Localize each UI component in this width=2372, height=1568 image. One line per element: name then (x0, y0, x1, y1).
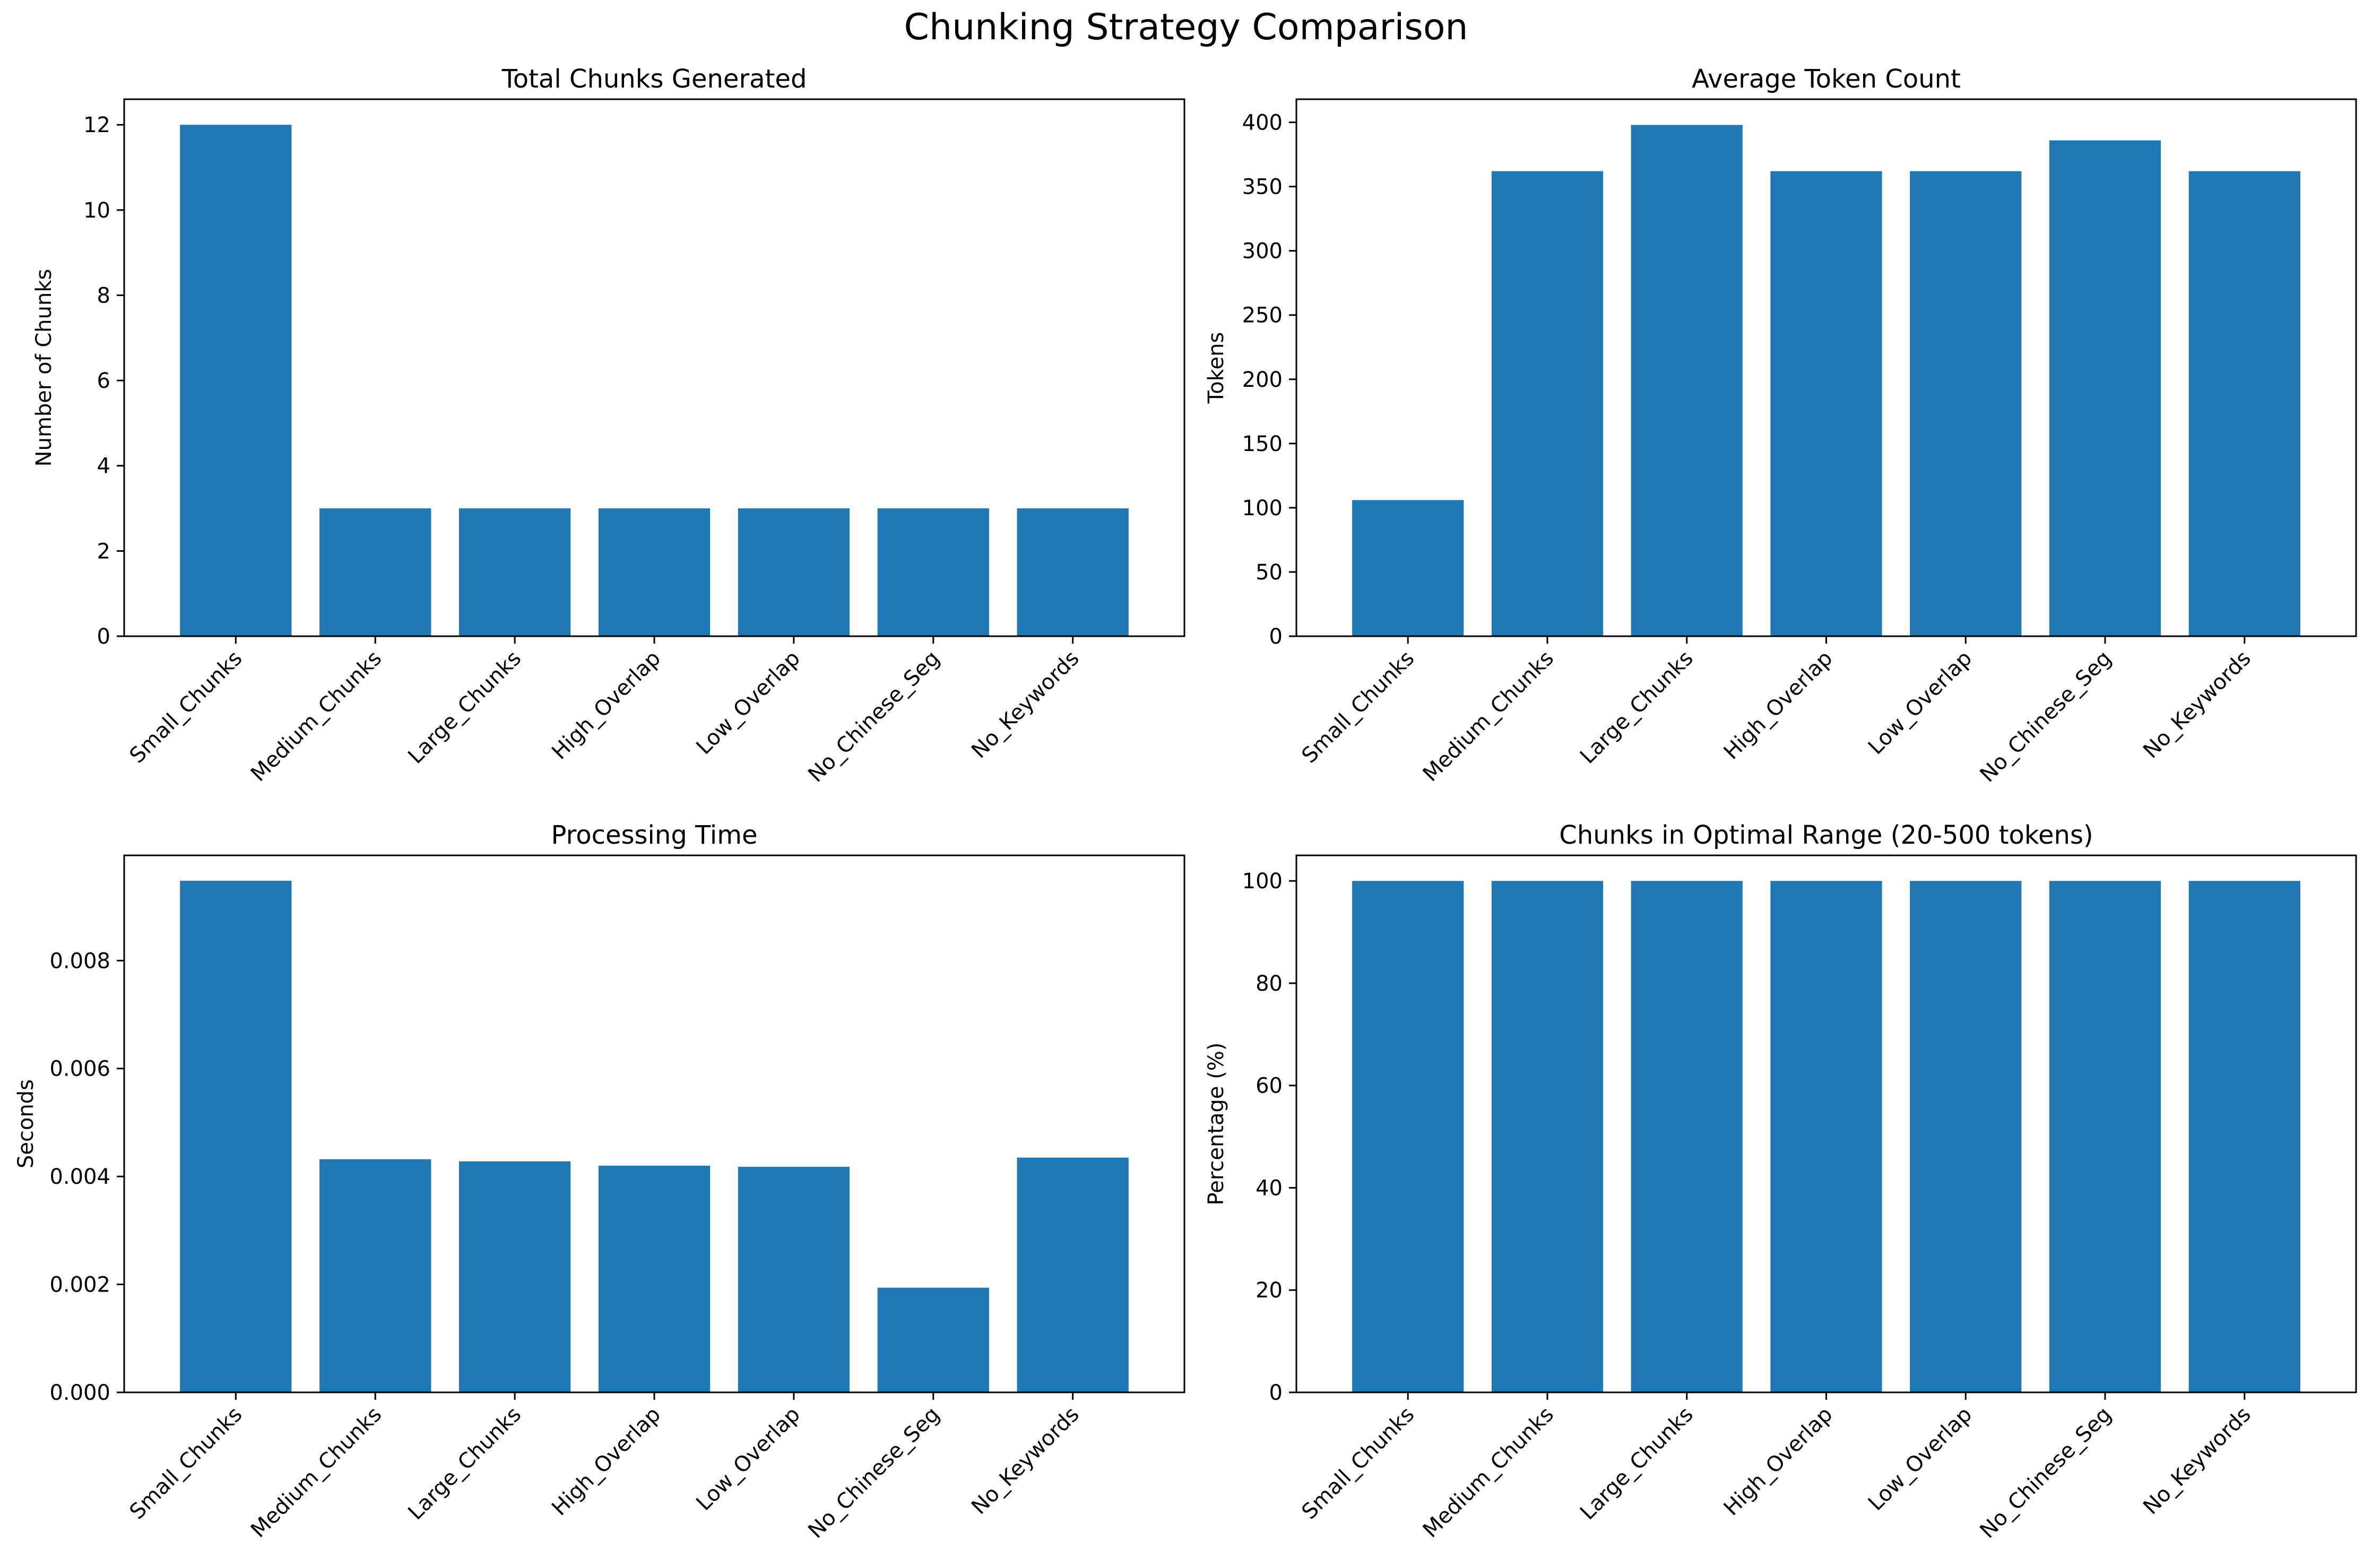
bar-no-keywords (1017, 508, 1129, 636)
y-tick-label: 40 (1256, 1176, 1283, 1200)
y-tick-label: 0.008 (49, 949, 110, 973)
x-tick-label: Large_Chunks (403, 1402, 526, 1525)
x-tick-label: Large_Chunks (403, 646, 526, 769)
bar-large-chunks (1631, 881, 1743, 1392)
bar-low-overlap (738, 1166, 850, 1392)
x-tick-label: Low_Overlap (1864, 1402, 1977, 1516)
bar-large-chunks (1631, 125, 1743, 637)
y-tick-label: 400 (1242, 111, 1283, 135)
y-tick-label: 8 (97, 283, 110, 308)
x-tick-label: Large_Chunks (1575, 1402, 1698, 1525)
x-tick-label: High_Overlap (547, 646, 665, 765)
bar-medium-chunks (319, 1159, 431, 1392)
bar-high-overlap (1770, 171, 1882, 636)
bar-low-overlap (738, 508, 850, 636)
bar-high-overlap (598, 508, 711, 636)
y-tick-label: 2 (97, 539, 110, 564)
bar-no-chinese-seg (877, 508, 989, 636)
x-tick-label: No_Keywords (967, 646, 1084, 764)
x-tick-label: Low_Overlap (691, 1402, 805, 1516)
x-tick-label: No_Chinese_Seg (803, 1402, 945, 1544)
x-tick-label: Low_Overlap (691, 646, 805, 760)
y-tick-label: 200 (1242, 368, 1283, 392)
y-axis-label: Tokens (1204, 332, 1228, 404)
y-tick-label: 100 (1242, 496, 1283, 521)
bar-medium-chunks (1491, 171, 1604, 636)
chart-panel-1: Total Chunks Generated 0 2 4 6 8 10 12 Small_Chu… (32, 64, 1185, 787)
bar-no-chinese-seg (877, 1287, 989, 1392)
x-tick-label: No_Chinese_Seg (1976, 1402, 2117, 1544)
x-tick-label: High_Overlap (1719, 1402, 1838, 1521)
bar-small-chunks (180, 125, 292, 636)
chart-panel-2: Average Token Count 0 50 100 150 200 250 300 350… (1204, 64, 2357, 787)
y-tick-label: 80 (1256, 972, 1283, 996)
bar-high-overlap (1770, 881, 1882, 1392)
x-tick-label: High_Overlap (1719, 646, 1838, 765)
y-axis-label: Percentage (%) (1204, 1043, 1228, 1206)
y-tick-label: 10 (83, 198, 110, 223)
bar-small-chunks (1352, 500, 1464, 636)
bar-low-overlap (1910, 881, 2022, 1392)
y-tick-label: 12 (83, 113, 110, 137)
x-tick-label: Low_Overlap (1864, 646, 1977, 760)
x-tick-label: Small_Chunks (1297, 1402, 1419, 1524)
bar-no-keywords (1017, 1157, 1129, 1392)
bar-no-chinese-seg (2049, 881, 2161, 1392)
chart-panel-3: Processing Time 0.000 0.002 0.004 0.006 0.008… (14, 820, 1185, 1544)
y-tick-label: 20 (1256, 1278, 1283, 1303)
y-tick-label: 0.006 (49, 1057, 110, 1081)
bar-large-chunks (458, 1161, 571, 1392)
x-tick-label: Small_Chunks (125, 646, 247, 768)
bar-small-chunks (180, 880, 292, 1392)
y-tick-label: 100 (1242, 869, 1283, 894)
y-tick-label: 6 (97, 369, 110, 393)
x-tick-label: No_Keywords (2139, 1402, 2256, 1520)
x-tick-label: Medium_Chunks (1418, 1402, 1559, 1543)
y-tick-label: 0 (1269, 625, 1283, 649)
bar-medium-chunks (319, 508, 431, 636)
x-tick-label: Small_Chunks (1297, 646, 1419, 768)
y-tick-label: 250 (1242, 304, 1283, 328)
x-tick-label: Medium_Chunks (246, 1402, 386, 1543)
y-tick-label: 0 (97, 625, 110, 649)
x-tick-label: No_Keywords (2139, 646, 2256, 764)
bar-large-chunks (458, 508, 571, 636)
bar-no-keywords (2188, 881, 2300, 1392)
chart-panel-4: Chunks in Optimal Range (20-500 tokens) 0… (1204, 820, 2357, 1544)
x-tick-label: No_Chinese_Seg (803, 646, 945, 787)
bar-high-overlap (598, 1165, 711, 1392)
x-tick-label: No_Chinese_Seg (1976, 646, 2117, 787)
x-tick-label: Large_Chunks (1575, 646, 1698, 769)
bar-no-keywords (2188, 171, 2300, 636)
y-tick-label: 150 (1242, 432, 1283, 456)
y-axis-label: Seconds (14, 1079, 38, 1168)
y-tick-label: 0.004 (49, 1165, 110, 1189)
bar-small-chunks (1352, 881, 1464, 1392)
chart-title: Processing Time (551, 820, 757, 850)
chart-title: Average Token Count (1692, 64, 1961, 94)
x-tick-label: No_Keywords (967, 1402, 1084, 1520)
y-tick-label: 0.000 (49, 1381, 110, 1405)
bar-medium-chunks (1491, 881, 1604, 1392)
y-tick-label: 300 (1242, 239, 1283, 264)
bar-no-chinese-seg (2049, 140, 2161, 636)
y-tick-label: 60 (1256, 1074, 1283, 1098)
x-tick-label: Medium_Chunks (246, 646, 386, 786)
chart-title: Chunks in Optimal Range (20-500 tokens) (1559, 820, 2093, 850)
y-tick-label: 50 (1256, 560, 1283, 585)
x-tick-label: High_Overlap (547, 1402, 665, 1521)
y-tick-label: 0 (1269, 1381, 1283, 1405)
x-tick-label: Small_Chunks (125, 1402, 247, 1524)
bar-low-overlap (1910, 171, 2022, 636)
y-tick-label: 0.002 (49, 1273, 110, 1297)
y-tick-label: 4 (97, 454, 110, 479)
y-tick-label: 350 (1242, 175, 1283, 200)
y-axis-label: Number of Chunks (32, 269, 56, 467)
x-tick-label: Medium_Chunks (1418, 646, 1559, 786)
figure-title: Chunking Strategy Comparison (904, 6, 1468, 48)
chart-title: Total Chunks Generated (501, 64, 807, 94)
